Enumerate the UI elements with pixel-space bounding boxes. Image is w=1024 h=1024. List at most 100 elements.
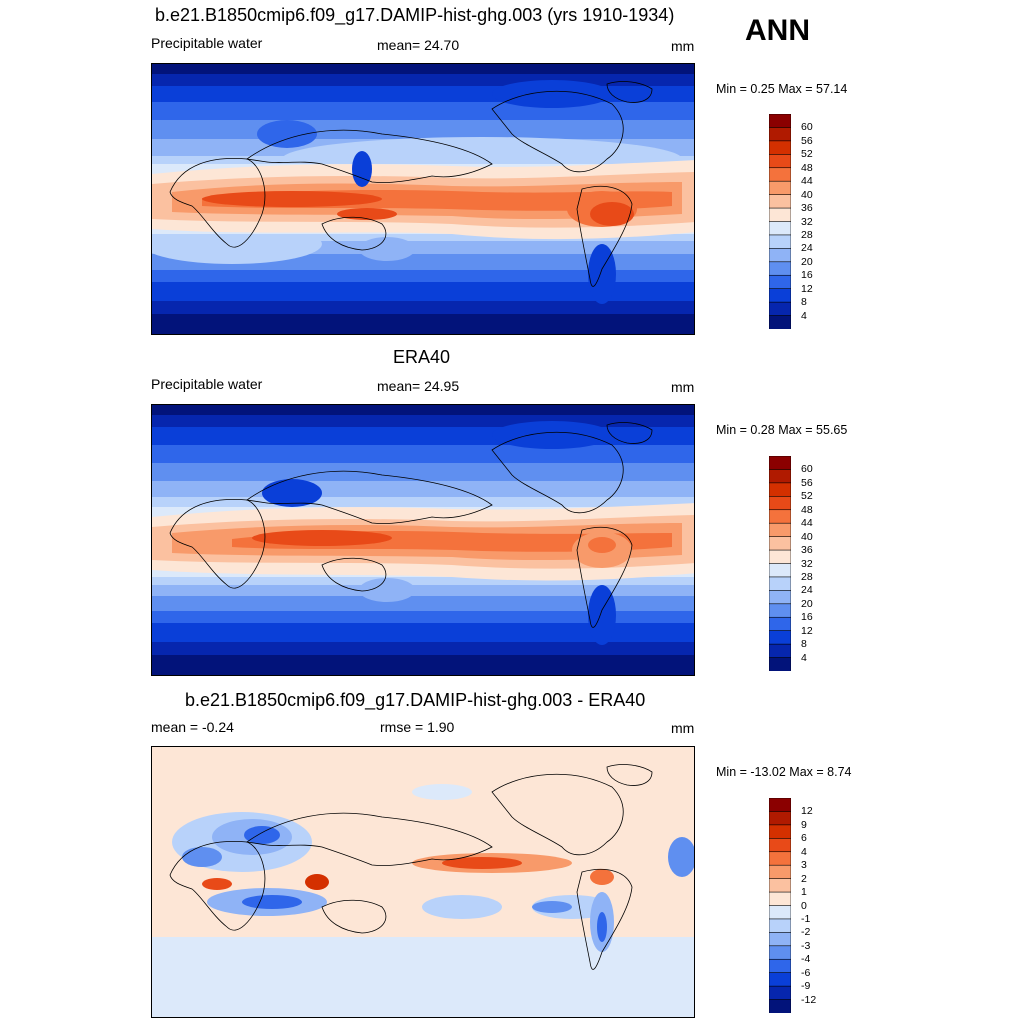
colorbar-tick-label: 20 [801, 597, 813, 610]
colorbar-swatch [769, 274, 791, 290]
colorbar-tick-label: 40 [801, 530, 813, 543]
colorbar-tick-label: 52 [801, 490, 813, 503]
panel-1-variable-label: Precipitable water [151, 35, 263, 51]
panel-3-mean-label: mean = -0.24 [151, 719, 234, 735]
colorbar-tick-label: 40 [801, 188, 813, 201]
colorbar-tick-label: 4 [801, 309, 807, 322]
colorbar-tick-label: 28 [801, 570, 813, 583]
colorbar-tick-label: 24 [801, 242, 813, 255]
colorbar-tick-label: 28 [801, 228, 813, 241]
colorbar-swatch [769, 851, 791, 866]
colorbar-swatch [769, 194, 791, 209]
colorbar-tick-label: -2 [801, 926, 811, 939]
panel-2-variable-label: Precipitable water [151, 376, 263, 392]
panel-2-map [151, 404, 695, 676]
panel-1-colorbar-swatches [769, 114, 791, 329]
colorbar-tick-label: 0 [801, 899, 807, 912]
colorbar-swatch [769, 918, 791, 933]
colorbar-tick-label: 16 [801, 269, 813, 282]
colorbar-tick-label: 56 [801, 476, 813, 489]
colorbar-swatch [769, 657, 791, 671]
panel-2-minmax: Min = 0.28 Max = 55.65 [716, 423, 848, 437]
colorbar-tick-label: 44 [801, 517, 813, 530]
colorbar-swatch [769, 932, 791, 947]
colorbar-tick-label: 2 [801, 872, 807, 885]
colorbar-tick-label: 12 [801, 282, 813, 295]
colorbar-swatch [769, 945, 791, 960]
colorbar-tick-label: 32 [801, 557, 813, 570]
colorbar-swatch [769, 456, 791, 471]
colorbar-swatch [769, 549, 791, 565]
panel-2-title: ERA40 [393, 347, 451, 367]
colorbar-tick-label: 16 [801, 611, 813, 624]
colorbar-swatch [769, 958, 791, 974]
colorbar-swatch [769, 315, 791, 329]
panel-2-mean-label: mean= 24.95 [377, 378, 460, 394]
panel-3-map [151, 746, 695, 1018]
colorbar-tick-label: -12 [801, 993, 817, 1006]
colorbar-swatch [769, 261, 791, 276]
colorbar-swatch [769, 234, 791, 249]
colorbar-tick-label: 48 [801, 161, 813, 174]
colorbar-tick-label: -1 [801, 912, 811, 925]
panel-1-units-label: mm [671, 38, 695, 54]
colorbar-swatch [769, 207, 791, 223]
colorbar-swatch [769, 590, 791, 605]
colorbar-swatch [769, 603, 791, 618]
colorbar-tick-label: 60 [801, 121, 813, 134]
colorbar-tick-label: 9 [801, 818, 807, 831]
panel-1-title: b.e21.B1850cmip6.f09_g17.DAMIP-hist-ghg.… [155, 5, 675, 25]
colorbar-swatch [769, 824, 791, 839]
colorbar-swatch [769, 180, 791, 196]
colorbar-tick-label: -9 [801, 980, 811, 993]
colorbar-swatch [769, 154, 791, 169]
colorbar-swatch [769, 616, 791, 632]
colorbar-swatch [769, 985, 791, 1001]
panel-3-rmse-label: rmse = 1.90 [380, 719, 455, 735]
colorbar-tick-label: 8 [801, 296, 807, 309]
colorbar-swatch [769, 288, 791, 303]
colorbar-tick-label: 44 [801, 175, 813, 188]
colorbar-swatch [769, 536, 791, 551]
panel-1-minmax: Min = 0.25 Max = 57.14 [716, 82, 848, 96]
colorbar-swatch [769, 891, 791, 907]
colorbar-tick-label: 6 [801, 832, 807, 845]
colorbar-swatch [769, 221, 791, 236]
panel-3-units-label: mm [671, 720, 695, 736]
panel-3-colorbar-swatches [769, 798, 791, 1013]
colorbar-swatch [769, 811, 791, 826]
panel-2-colorbar-swatches [769, 456, 791, 671]
colorbar-tick-label: -6 [801, 966, 811, 979]
panel-2-units-label: mm [671, 379, 695, 395]
panel-1-mean-label: mean= 24.70 [377, 37, 460, 53]
colorbar-tick-label: 4 [801, 651, 807, 664]
colorbar-tick-label: 36 [801, 544, 813, 557]
colorbar-tick-label: 20 [801, 255, 813, 268]
panel-2-colorbar [769, 456, 791, 671]
colorbar-swatch [769, 167, 791, 182]
colorbar-swatch [769, 576, 791, 591]
colorbar-swatch [769, 469, 791, 484]
colorbar-swatch [769, 798, 791, 813]
colorbar-swatch [769, 838, 791, 853]
colorbar-tick-label: 4 [801, 845, 807, 858]
colorbar-tick-label: 32 [801, 215, 813, 228]
colorbar-tick-label: 24 [801, 584, 813, 597]
colorbar-tick-label: 60 [801, 463, 813, 476]
colorbar-swatch [769, 114, 791, 129]
colorbar-swatch [769, 972, 791, 987]
colorbar-tick-label: 56 [801, 134, 813, 147]
colorbar-tick-label: 8 [801, 638, 807, 651]
colorbar-tick-label: 12 [801, 805, 813, 818]
season-label: ANN [745, 14, 810, 47]
colorbar-swatch [769, 140, 791, 155]
colorbar-tick-label: 1 [801, 886, 807, 899]
colorbar-swatch [769, 643, 791, 659]
panel-1-colorbar [769, 114, 791, 329]
panel-3-minmax: Min = -13.02 Max = 8.74 [716, 765, 852, 779]
colorbar-swatch [769, 905, 791, 920]
colorbar-tick-label: -4 [801, 953, 811, 966]
panel-1-map [151, 63, 695, 335]
colorbar-tick-label: 36 [801, 202, 813, 215]
colorbar-swatch [769, 864, 791, 880]
